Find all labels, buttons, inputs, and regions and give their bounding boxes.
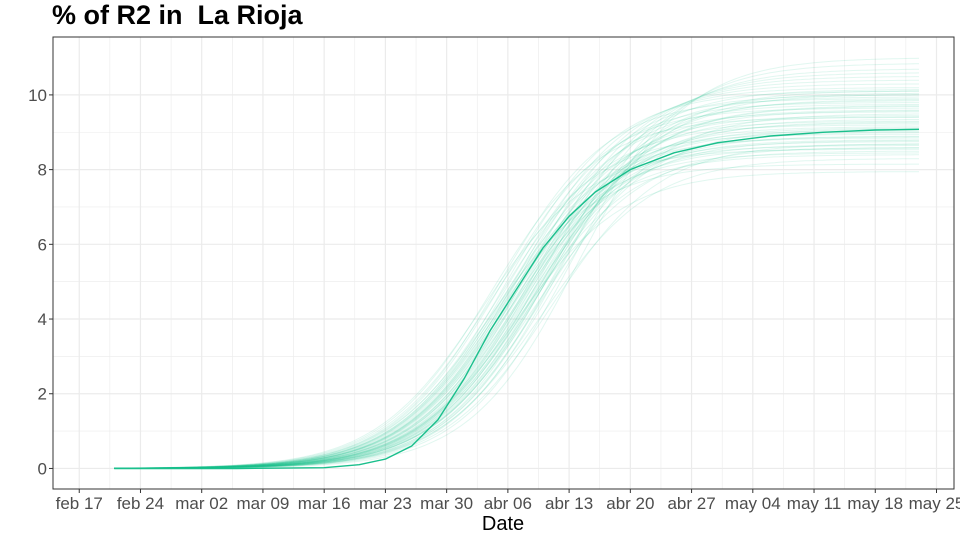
- chart-title: % of R2 in La Rioja: [52, 0, 303, 30]
- simulation-line: [114, 148, 919, 469]
- simulation-line: [114, 145, 919, 469]
- simulation-line: [114, 147, 919, 469]
- x-tick-label: abr 06: [484, 494, 532, 513]
- x-axis-title: Date: [482, 513, 524, 535]
- simulation-line: [114, 163, 919, 469]
- simulation-line: [114, 143, 919, 469]
- simulation-line: [114, 128, 919, 469]
- simulation-line: [114, 119, 919, 469]
- simulation-line: [114, 94, 919, 469]
- simulation-line: [114, 83, 919, 469]
- simulation-line: [114, 147, 919, 469]
- simulation-line: [114, 158, 919, 469]
- x-tick-label: may 25: [909, 494, 960, 513]
- simulation-line: [114, 102, 919, 469]
- x-tick-label: abr 27: [667, 494, 715, 513]
- simulation-line: [114, 98, 919, 469]
- simulation-line: [114, 57, 920, 469]
- simulation-line: [114, 152, 920, 469]
- simulation-line: [114, 87, 919, 469]
- simulation-line: [114, 92, 919, 469]
- simulation-line: [114, 141, 919, 469]
- plot-background: [53, 37, 954, 489]
- x-tick-label: mar 16: [298, 494, 351, 513]
- median-line-group: [114, 128, 920, 470]
- x-axis: feb 17 feb 24 mar 02 mar 09 mar 16 mar 23 mar …: [56, 489, 960, 513]
- x-tick-label: mar 09: [236, 494, 289, 513]
- simulation-line: [114, 96, 920, 469]
- simulation-line: [114, 63, 919, 469]
- simulation-line: [114, 116, 920, 469]
- x-tick-label: may 18: [847, 494, 903, 513]
- simulation-line: [114, 122, 919, 469]
- simulation-line: [114, 107, 919, 469]
- simulation-line: [114, 120, 919, 469]
- simulation-line: [114, 131, 919, 469]
- simulation-line: [114, 124, 919, 469]
- simulation-line: [114, 126, 919, 469]
- y-tick-label: 6: [38, 235, 47, 254]
- x-tick-label: abr 20: [606, 494, 654, 513]
- x-tick-label: may 11: [787, 494, 842, 513]
- simulation-line: [114, 130, 919, 469]
- simulation-line: [114, 137, 919, 469]
- simulation-line: [114, 99, 920, 469]
- simulation-line: [114, 79, 919, 469]
- simulation-line: [114, 100, 919, 469]
- simulation-line: [114, 154, 919, 469]
- x-tick-label: mar 30: [420, 494, 473, 513]
- simulation-line: [114, 90, 920, 469]
- simulation-line: [114, 90, 919, 469]
- simulation-line: [114, 94, 919, 469]
- median-line: [114, 128, 920, 470]
- simulation-line: [114, 171, 919, 469]
- grid: [53, 37, 954, 489]
- simulation-line: [114, 110, 919, 469]
- simulation-line: [114, 127, 919, 469]
- x-tick-label: feb 17: [56, 494, 103, 513]
- y-tick-label: 8: [38, 161, 47, 180]
- y-tick-label: 0: [38, 459, 47, 478]
- plot-border: [52, 36, 955, 490]
- y-tick-label: 2: [38, 385, 47, 404]
- simulation-line: [114, 121, 919, 469]
- simulation-line: [114, 143, 920, 469]
- simulation-line: [114, 105, 919, 469]
- simulation-line: [114, 72, 920, 469]
- y-axis: 0 2 4 6 8 10: [28, 86, 53, 478]
- simulation-line: [114, 109, 919, 469]
- simulation-line: [114, 115, 919, 469]
- simulation-line: [114, 135, 919, 469]
- x-tick-label: mar 23: [359, 494, 412, 513]
- simulation-line: [114, 113, 919, 469]
- x-tick-label: mar 02: [175, 494, 228, 513]
- simulation-line: [114, 140, 919, 469]
- simulation-lines: [114, 57, 920, 469]
- simulation-line: [114, 76, 919, 469]
- simulation-line: [114, 139, 919, 469]
- y-tick-label: 10: [28, 86, 47, 105]
- simulation-line: [114, 68, 919, 469]
- simulation-line: [114, 89, 919, 469]
- simulation-line: [114, 150, 919, 469]
- x-tick-label: abr 13: [545, 494, 593, 513]
- simulation-line: [114, 106, 919, 469]
- simulation-line: [114, 116, 919, 469]
- y-tick-label: 4: [38, 310, 47, 329]
- simulation-line: [114, 111, 919, 469]
- x-tick-label: feb 24: [117, 494, 164, 513]
- simulation-line: [114, 104, 919, 469]
- x-tick-label: may 04: [725, 494, 781, 513]
